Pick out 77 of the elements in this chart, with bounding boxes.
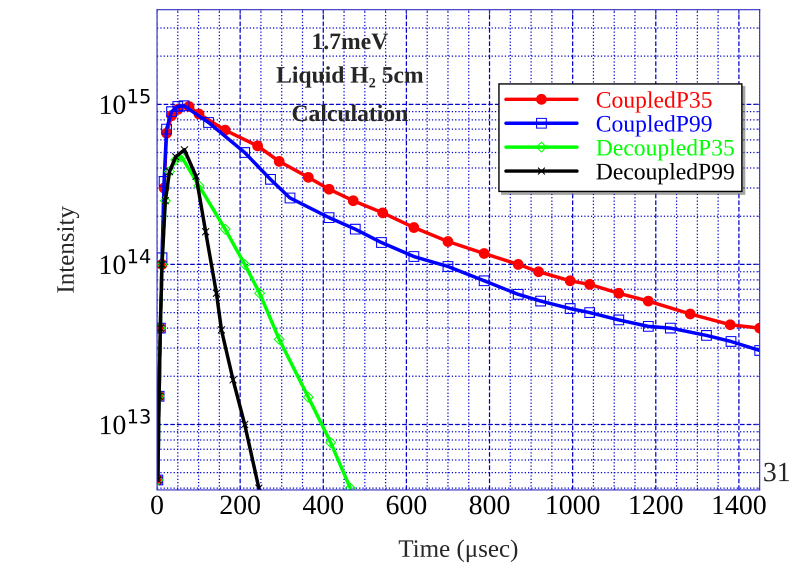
annotation: Liquid H₂ 5cm <box>276 66 424 88</box>
y-tick-label: 10$^{14}$ <box>100 249 150 274</box>
x-tick-label: 400 <box>302 496 344 514</box>
point <box>512 259 524 270</box>
point <box>701 330 712 341</box>
point <box>220 224 231 235</box>
point <box>170 154 182 166</box>
annotation: 1.7meV <box>313 33 388 50</box>
point <box>478 248 490 259</box>
point <box>217 326 226 334</box>
x-tick-label: 0 <box>151 496 163 514</box>
point <box>239 147 250 158</box>
point <box>324 184 334 195</box>
x-axis-title: Time (μsec) <box>398 539 518 562</box>
legend-label: DecoupledP99 <box>596 162 734 184</box>
x-tick-label: 600 <box>386 496 426 514</box>
y-axis-title: Intensity <box>57 206 80 293</box>
point <box>324 212 334 224</box>
point <box>478 275 490 286</box>
point <box>192 172 200 180</box>
point <box>408 251 420 262</box>
point <box>442 236 454 247</box>
point <box>613 314 624 326</box>
point <box>172 101 184 112</box>
x-tick-label: 800 <box>470 496 510 514</box>
point <box>161 124 172 135</box>
point <box>203 117 214 128</box>
point <box>202 228 210 236</box>
point <box>684 308 696 320</box>
point <box>302 172 314 183</box>
point <box>274 156 285 167</box>
point <box>642 321 654 332</box>
point <box>325 437 336 448</box>
legend-label: CoupledP35 <box>596 91 712 113</box>
point <box>535 296 546 306</box>
point <box>239 258 250 270</box>
point <box>642 296 654 306</box>
point <box>724 319 736 330</box>
point <box>172 152 180 161</box>
point <box>442 261 454 272</box>
point <box>252 140 263 152</box>
point <box>564 275 576 286</box>
point <box>664 322 676 334</box>
x-tick-label: 200 <box>220 496 260 514</box>
point <box>408 222 420 233</box>
point <box>584 279 596 290</box>
point <box>726 336 736 347</box>
y-tick-label: 10$^{15}$ <box>100 89 150 114</box>
point <box>254 288 266 299</box>
legend-label: DecoupledP35 <box>596 139 734 160</box>
point <box>229 376 238 384</box>
point <box>564 303 576 314</box>
point <box>178 100 190 112</box>
point <box>166 106 177 118</box>
point <box>284 192 296 204</box>
point <box>533 266 544 278</box>
legend-label: CoupledP99 <box>596 115 712 137</box>
annotation: Calculation <box>292 104 408 122</box>
point <box>265 174 276 185</box>
x-tick-label: 1400 <box>714 496 766 514</box>
point <box>584 307 596 318</box>
point <box>613 288 624 299</box>
x-tick-label: 1200 <box>630 496 682 514</box>
point <box>512 288 524 300</box>
point <box>180 146 188 154</box>
point <box>348 195 359 206</box>
point <box>350 224 361 235</box>
point <box>240 420 249 428</box>
point <box>377 207 388 218</box>
point <box>254 484 263 490</box>
y-tick-label: 10$^{13}$ <box>100 409 150 434</box>
point <box>302 392 314 403</box>
point <box>376 237 387 248</box>
point <box>274 334 285 345</box>
point <box>212 289 220 298</box>
x-tick-label: 1000 <box>547 496 600 514</box>
text: 31 <box>764 462 789 482</box>
